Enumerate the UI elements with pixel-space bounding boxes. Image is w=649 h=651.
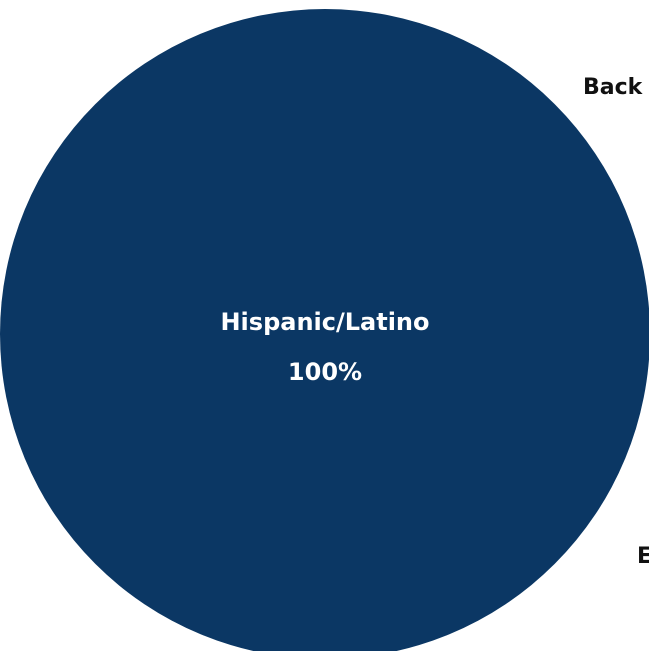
cut-off-label: E xyxy=(637,544,649,569)
slice-label: Hispanic/Latino xyxy=(220,308,429,336)
pie-slice[interactable] xyxy=(0,9,649,651)
cut-off-label: Back xyxy=(583,75,644,100)
slice-value-label: 100% xyxy=(288,358,362,386)
